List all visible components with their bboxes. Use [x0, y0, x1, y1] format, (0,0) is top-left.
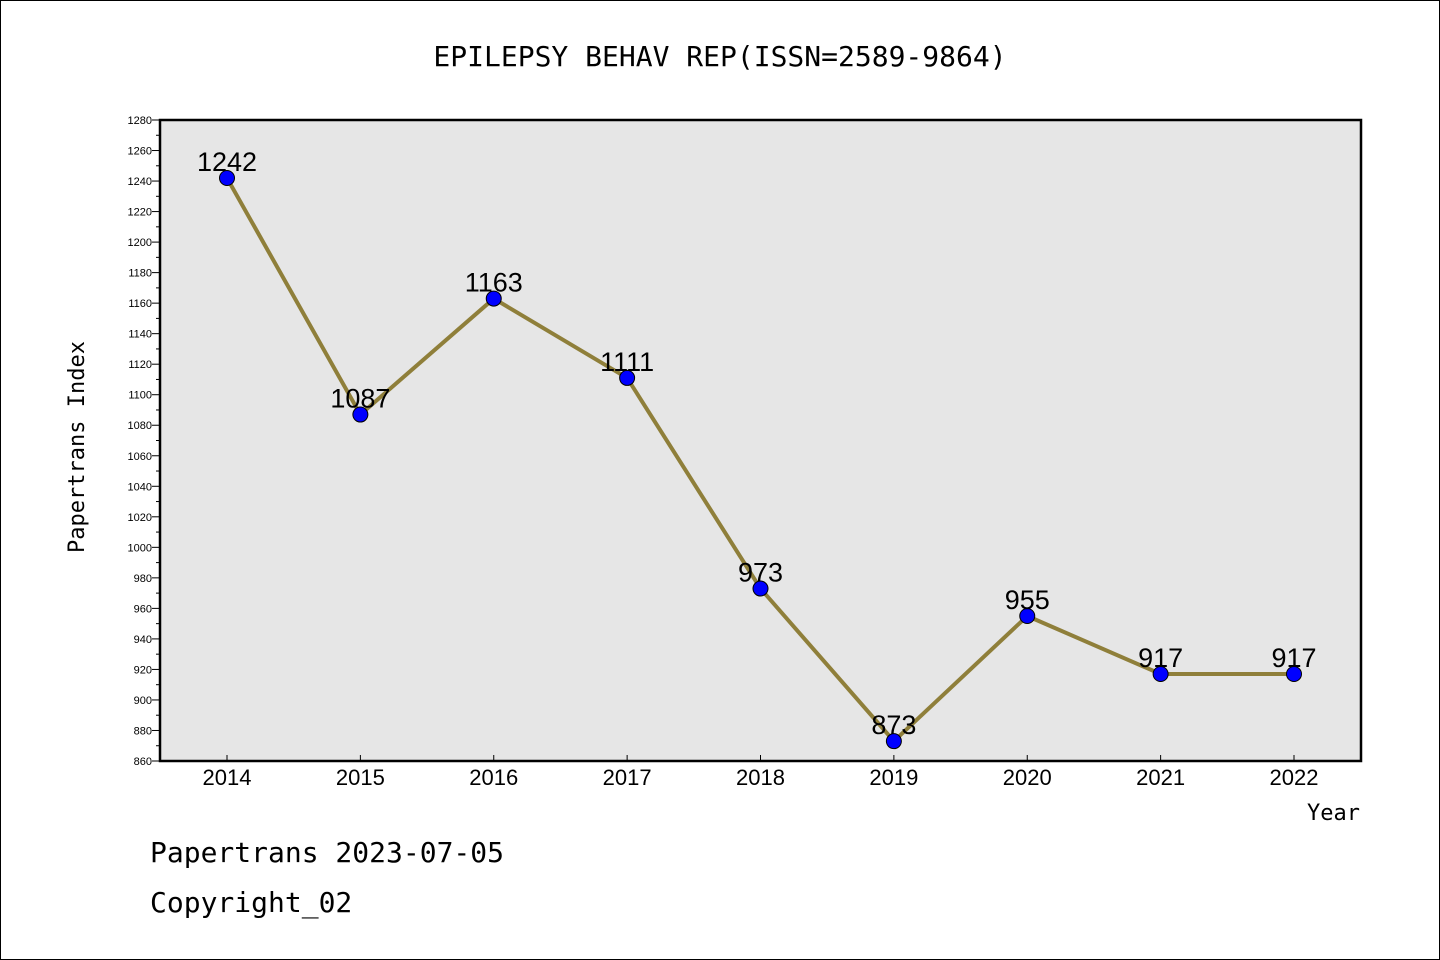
y-tick-label: 980: [134, 573, 152, 585]
x-tick-label: 2022: [1270, 765, 1319, 790]
x-axis: 2014 2015 2016 2017 2018 2019 2020 2021 2022: [203, 755, 1319, 790]
x-tick-label: 2014: [203, 765, 252, 790]
x-tick-label: 2016: [469, 765, 518, 790]
y-tick-label: 960: [134, 603, 152, 615]
footer-date: Papertrans 2023-07-05: [150, 836, 505, 869]
y-axis-title: Papertrans Index: [65, 341, 90, 553]
y-tick-label: 1220: [128, 207, 152, 219]
data-label: 917: [1138, 643, 1183, 673]
x-axis-title: Year: [1307, 801, 1360, 826]
y-tick-label: 920: [134, 664, 152, 676]
y-tick-label: 1060: [128, 451, 152, 463]
data-point: [885, 733, 902, 750]
data-label: 1163: [465, 268, 523, 298]
x-tick-label: 2020: [1003, 765, 1052, 790]
plot-area: [160, 120, 1361, 761]
footer-copyright: Copyright_02: [150, 886, 353, 919]
y-tick-label: 1200: [128, 237, 152, 249]
y-tick-label: 1120: [128, 359, 152, 371]
data-point: [219, 169, 235, 186]
series: 1242 1087 1163 1111 973 873 955 917 917: [197, 147, 1317, 750]
y-tick-label: 1020: [128, 512, 152, 524]
data-point: [1152, 666, 1169, 683]
y-tick-label: 900: [134, 695, 152, 707]
data-label: 1111: [600, 347, 654, 377]
chart-title: EPILEPSY BEHAV REP(ISSN=2589-9864): [433, 40, 1006, 73]
data-point: [352, 406, 369, 423]
plot-border: [158, 118, 1363, 763]
data-point: [619, 369, 636, 386]
data-label: 1242: [197, 147, 257, 177]
y-tick-label: 860: [134, 756, 152, 768]
y-tick-label: 1260: [128, 146, 152, 158]
y-tick-label: 1240: [128, 176, 152, 188]
y-tick-label: 1160: [128, 298, 152, 310]
y-tick-label: 1040: [128, 481, 152, 493]
y-tick-label: 1140: [128, 329, 152, 341]
y-tick-label: 880: [134, 725, 152, 737]
data-label: 917: [1271, 643, 1316, 673]
data-label: 873: [871, 710, 916, 740]
x-tick-label: 2021: [1136, 765, 1185, 790]
y-tick-label: 1000: [128, 542, 152, 554]
y-tick-label: 940: [134, 634, 152, 646]
data-point: [485, 290, 502, 307]
x-tick-label: 2018: [736, 765, 785, 790]
data-label: 1087: [330, 384, 390, 414]
data-label: 955: [1005, 585, 1050, 615]
x-tick-label: 2017: [603, 765, 652, 790]
data-point: [1019, 608, 1036, 625]
x-tick-label: 2015: [336, 765, 385, 790]
data-label: 973: [738, 558, 783, 588]
data-point: [1286, 666, 1302, 683]
y-tick-label: 1080: [128, 420, 152, 432]
y-tick-label: 1280: [128, 115, 152, 127]
y-tick-label: 1180: [128, 268, 152, 280]
data-point: [752, 580, 769, 597]
y-tick-label: 1100: [128, 390, 152, 402]
y-axis: 860 880 900 920 940 960 980 1000 1020 1040 1060 108…: [128, 115, 160, 768]
x-tick-label: 2019: [869, 765, 918, 790]
